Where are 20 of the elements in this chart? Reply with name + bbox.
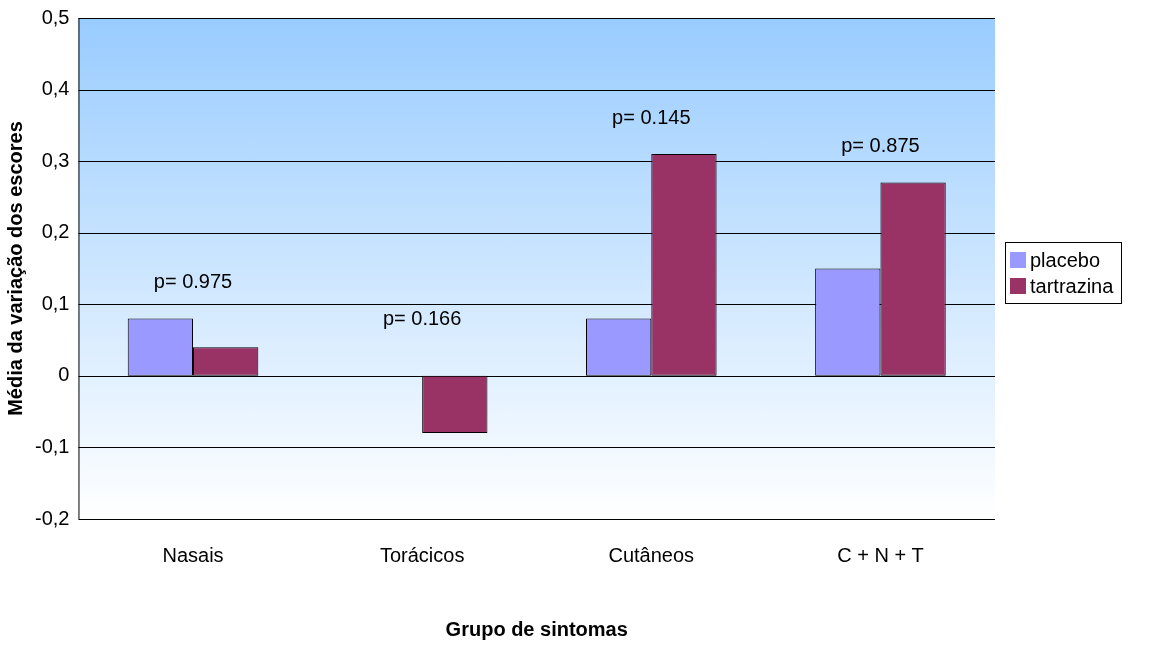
y-tick-label: 0,1 [41,291,70,314]
x-tick-label: Nasais [162,543,224,566]
x-tick-label: Torácicos [379,543,465,566]
y-tick-label: -0,1 [34,434,70,457]
annotation: p= 0.145 [612,105,691,128]
annotation: p= 0.166 [382,307,462,330]
y-tick-label: 0,5 [41,5,70,28]
y-tick-label: -0,2 [34,506,70,529]
y-tick-label: 0 [58,363,70,386]
legend-label: tartrazina [1030,274,1114,299]
y-tick-label: 0,2 [41,220,70,243]
legend-label: placebo [1030,248,1101,273]
x-tick-label: Cutâneos [608,543,695,566]
annotation: p= 0.975 [153,270,233,293]
x-axis-title: Grupo de sintomas [445,617,628,640]
y-axis-title: Média da variação dos escores [3,121,26,416]
x-tick-label: C + N + T [837,543,924,566]
annotation: p= 0.875 [841,134,920,157]
y-tick-label: 0,3 [41,148,70,171]
y-tick-label: 0,4 [41,77,70,100]
